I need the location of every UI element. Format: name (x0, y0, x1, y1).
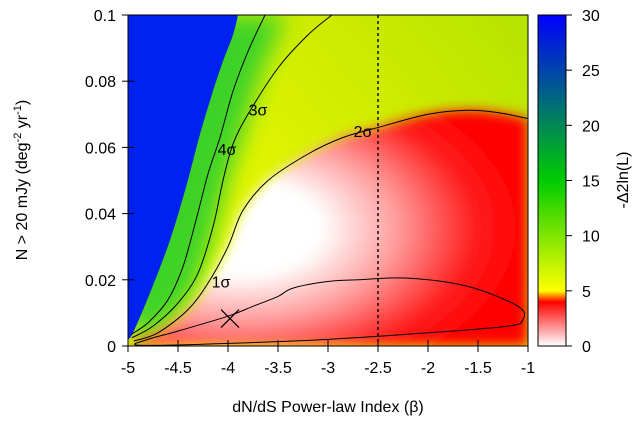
x-tick-label: -4.5 (164, 360, 192, 377)
x-tick-label: -2 (421, 360, 435, 377)
y-axis: 0 0.02 0.04 0.06 0.08 0.1 (85, 8, 134, 356)
y-tick-label: 0.1 (94, 8, 116, 25)
y-tick-label: 0.02 (85, 273, 116, 290)
blue-region (128, 15, 238, 346)
x-axis-title: dN/dS Power-law Index (β) (232, 399, 424, 416)
colorbar-tick-label: 25 (582, 63, 600, 80)
y-tick-label: 0 (107, 339, 116, 356)
x-tick-label: -2.5 (364, 360, 392, 377)
colorbar-tick-label: 5 (582, 284, 591, 301)
y-tick-label: 0.06 (85, 140, 116, 157)
colorbar-ticks: 0 5 10 15 20 25 30 (566, 8, 600, 356)
contour-line-3sigma (131, 15, 333, 339)
contour-label-4sigma: 4σ (218, 142, 237, 159)
x-axis: -5 -4.5 -4 -3.5 -3 -2.5 -2 -1.5 -1 (121, 340, 535, 377)
contour-layer (130, 15, 528, 346)
x-tick-label: -5 (121, 360, 135, 377)
y-tick-label: 0.04 (85, 207, 116, 224)
x-tick-label: -3 (321, 360, 335, 377)
contour-line-1sigma (134, 277, 526, 346)
colorbar-tick-label: 10 (582, 229, 600, 246)
y-axis-title: N > 20 mJy (deg-2 yr-1) (12, 100, 31, 261)
contour-line-2sigma (133, 109, 528, 342)
colorbar-tick-label: 20 (582, 118, 600, 135)
x-tick-label: -1.5 (464, 360, 492, 377)
colorbar-tick-label: 30 (582, 8, 600, 25)
contour-label-2sigma: 2σ (354, 124, 373, 141)
colorbar-title: -Δ2ln(L) (615, 152, 632, 209)
contour-label-3sigma: 3σ (249, 102, 268, 119)
y-tick-label: 0.08 (85, 74, 116, 91)
contour-labels: 1σ 2σ 3σ 4σ (212, 102, 373, 291)
heatmap-field (128, 15, 528, 346)
colorbar-tick-label: 0 (582, 339, 591, 356)
best-fit-stroke-b (220, 309, 240, 328)
colorbar (537, 14, 567, 347)
x-tick-label: -3.5 (264, 360, 292, 377)
x-tick-label: -4 (221, 360, 235, 377)
best-fit-marker (220, 309, 240, 328)
red-region (128, 110, 528, 346)
x-tick-label: -1 (521, 360, 535, 377)
colorbar-tick-label: 15 (582, 174, 600, 191)
contour-label-1sigma: 1σ (212, 274, 231, 291)
contour-line-4sigma (130, 15, 266, 335)
